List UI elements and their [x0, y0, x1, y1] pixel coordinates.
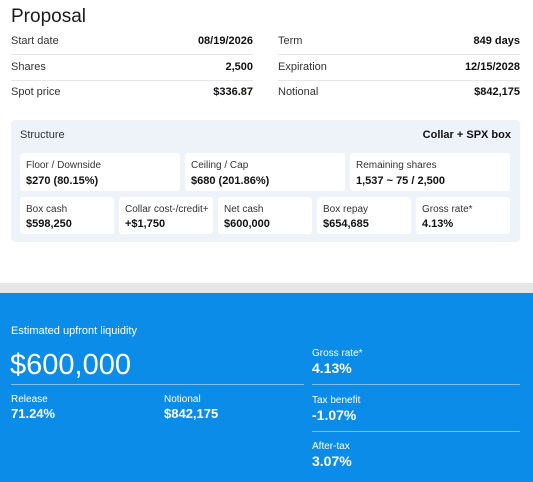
metric-card: Box cash $598,250: [20, 197, 114, 234]
metric-card: Collar cost-/credit+ +$1,750: [119, 197, 213, 234]
metric-value: $270 (80.15%): [26, 175, 99, 187]
metric-label: Gross rate*: [422, 204, 473, 215]
summary-label: Start date: [11, 35, 59, 47]
rate-label: After-tax: [312, 441, 350, 452]
summary-value: 849 days: [473, 35, 520, 47]
metric-value: $654,685: [323, 218, 369, 230]
metric-label: Box cash: [26, 204, 68, 215]
stat-value: 71.24%: [11, 406, 56, 421]
rate-label: Gross rate*: [312, 348, 363, 359]
stat-label: Release: [11, 394, 48, 405]
summary-value: $336.87: [213, 86, 253, 98]
summary-label: Term: [278, 35, 303, 47]
metric-label: Collar cost-/credit+: [125, 204, 209, 215]
metric-label: Net cash: [224, 204, 264, 215]
liquidity-amount: $600,000: [10, 349, 131, 381]
summary-value: 12/15/2028: [464, 60, 520, 73]
stat-value: $842,175: [164, 406, 219, 421]
page-title: Proposal: [11, 6, 86, 27]
summary-value: 08/19/2026: [197, 35, 253, 47]
rate-value: -1.07%: [312, 406, 357, 423]
summary-value: $842,175: [474, 86, 520, 98]
row-separator: [11, 54, 253, 55]
row-separator: [278, 79, 520, 81]
rate-value: 4.13%: [312, 360, 352, 376]
amount-underline: [11, 384, 304, 385]
stat-label: Notional: [164, 394, 201, 405]
metric-card: Net cash $600,000: [218, 197, 312, 234]
metric-value: 4.13%: [422, 218, 454, 230]
metric-value: +$1,750: [125, 218, 166, 230]
liquidity-title: Estimated upfront liquidity: [11, 325, 137, 337]
metric-label: Remaining shares: [356, 160, 437, 171]
metric-value: $600,000: [224, 218, 270, 230]
metric-value: $598,250: [26, 218, 72, 230]
structure-title: Structure: [20, 129, 65, 141]
metric-card: Floor / Downside $270 (80.15%): [20, 153, 180, 191]
metric-card: Gross rate* 4.13%: [416, 197, 510, 234]
structure-value: Collar + SPX box: [422, 129, 511, 141]
metric-card: Box repay $654,685: [317, 197, 411, 234]
metric-value: $680 (201.86%): [191, 175, 270, 187]
metric-label: Floor / Downside: [26, 160, 102, 171]
row-separator: [278, 54, 520, 55]
rate-label: Tax benefit: [312, 394, 361, 406]
summary-label: Shares: [11, 60, 46, 73]
metric-card: Remaining shares 1,537 ~ 75 / 2,500: [350, 153, 510, 191]
metric-label: Box repay: [323, 204, 369, 215]
summary-value: 2,500: [225, 60, 253, 73]
row-separator: [11, 79, 253, 81]
structure-panel: Structure Collar + SPX box Floor / Downsid…: [11, 120, 520, 242]
rate-separator: [312, 384, 520, 385]
divider-band: [0, 283, 533, 293]
metric-label: Ceiling / Cap: [191, 160, 249, 171]
summary-label: Notional: [278, 86, 319, 98]
rate-separator: [312, 430, 520, 432]
summary-label: Expiration: [278, 60, 327, 73]
metric-value: 1,537 ~ 75 / 2,500: [356, 175, 445, 187]
summary-label: Spot price: [11, 86, 61, 98]
liquidity-panel: Estimated upfront liquidity $600,000 Relea…: [0, 293, 533, 482]
rate-value: 3.07%: [312, 453, 352, 469]
metric-card: Ceiling / Cap $680 (201.86%): [185, 153, 345, 191]
